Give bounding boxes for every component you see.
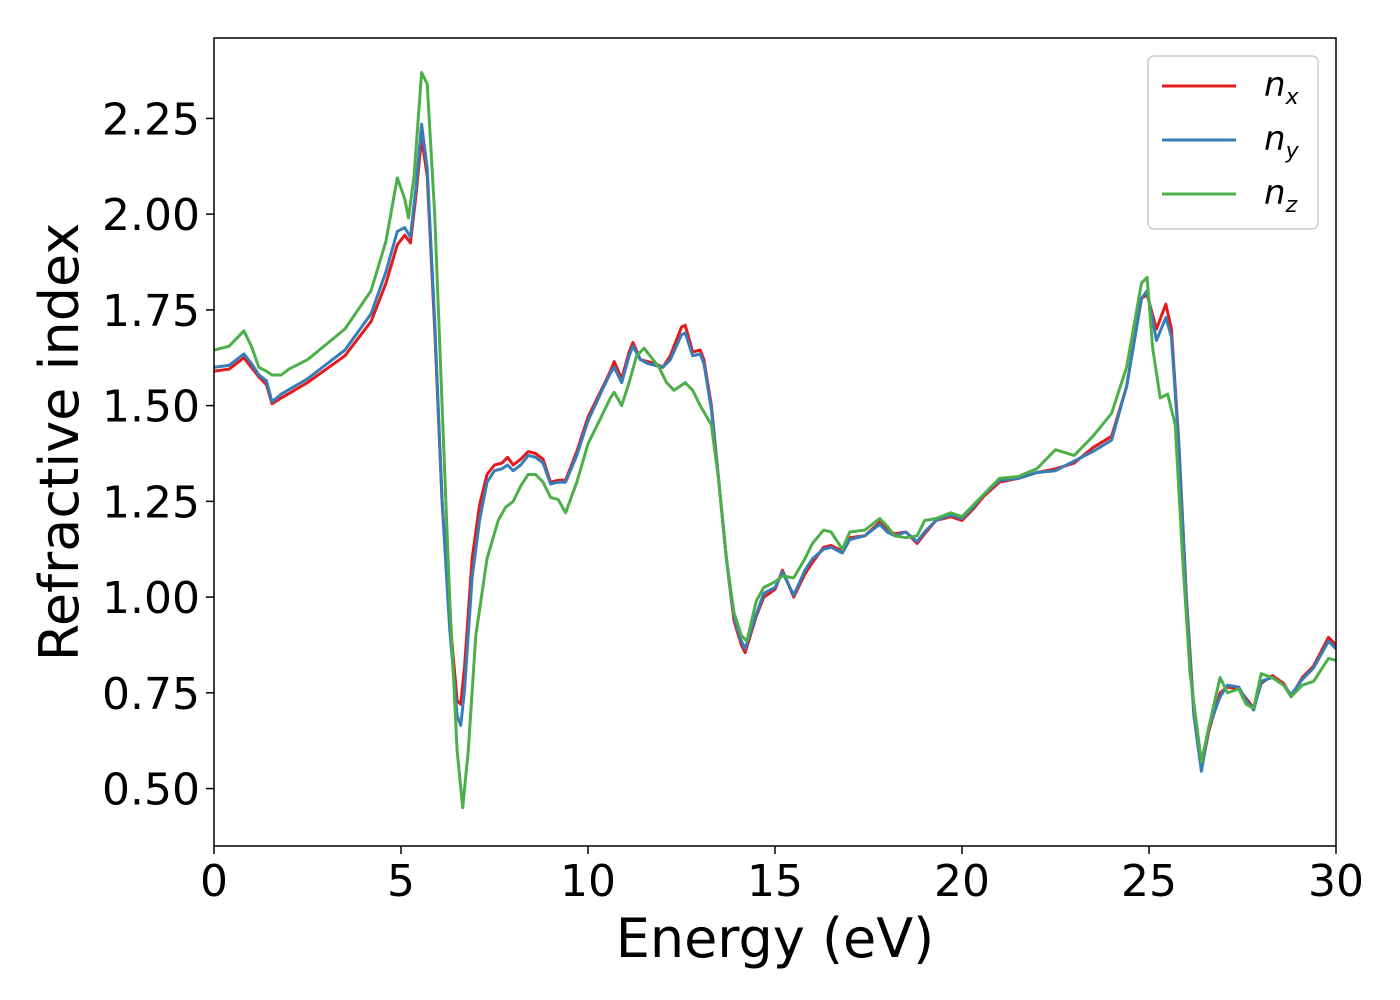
x-tick-label: 25 — [1121, 856, 1177, 907]
x-tick-label: 5 — [387, 856, 415, 907]
y-tick-label: 2.00 — [102, 190, 200, 241]
y-tick-label: 1.00 — [102, 573, 200, 624]
x-tick-label: 20 — [934, 856, 990, 907]
legend-label-n_x: nx — [1264, 65, 1300, 110]
x-tick-label: 10 — [560, 856, 616, 907]
plot-area-frame — [213, 37, 1337, 847]
y-tick-label: 0.50 — [102, 765, 200, 816]
x-axis-title: Energy (eV) — [616, 907, 935, 970]
legend-label-n_y: ny — [1264, 119, 1300, 164]
series-lines — [214, 71, 1336, 810]
y-tick-label: 1.75 — [102, 286, 200, 337]
x-tick-label: 30 — [1308, 856, 1364, 907]
y-tick-label: 1.25 — [102, 477, 200, 528]
legend-label-n_z: nz — [1264, 173, 1298, 218]
y-axis-ticks: 0.50 0.75 1.00 1.25 1.50 1.75 2.00 2.25 — [102, 94, 214, 816]
x-tick-label: 15 — [747, 856, 803, 907]
x-tick-label: 0 — [200, 856, 228, 907]
series-line-n_x — [214, 136, 1336, 771]
y-tick-label: 2.25 — [102, 94, 200, 145]
legend-box — [1147, 55, 1319, 230]
legend: nx ny nz — [1147, 55, 1319, 230]
y-tick-label: 1.50 — [102, 382, 200, 433]
x-axis-ticks: 0 5 10 15 20 25 30 — [200, 846, 1364, 907]
y-axis-title: Refractive index — [28, 223, 91, 662]
y-tick-label: 0.75 — [102, 669, 200, 720]
series-line-n_z — [214, 71, 1336, 810]
